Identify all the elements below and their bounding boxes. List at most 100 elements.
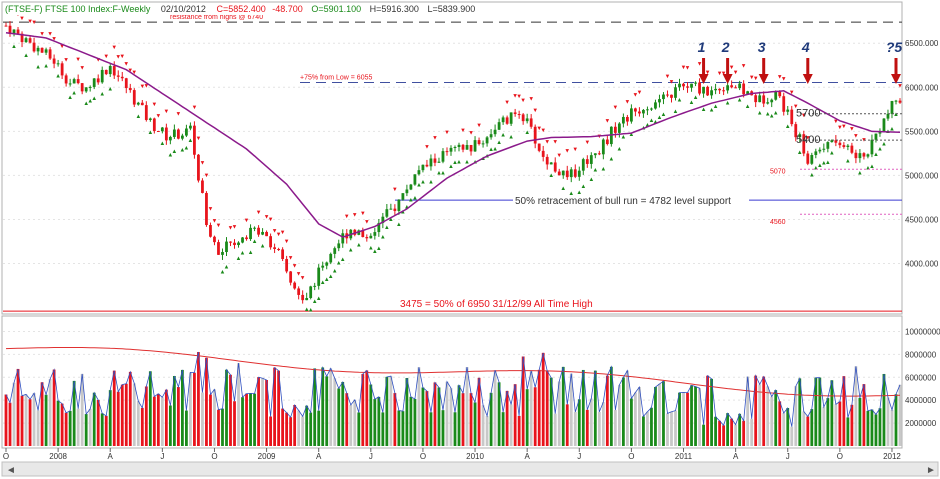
candle-body	[100, 69, 104, 83]
volume-bar	[229, 374, 232, 446]
sar-dots: ▼▼▲▼▼▲▼▼▲▼▲▼▼▲▼▼▲▲▼▼▲▲▲▼▲▼▲▼▼▼▼▼▼▲▼▼▲▼▼▲…	[3, 5, 903, 314]
scroll-left-icon[interactable]: ◄	[6, 465, 16, 476]
x-tick-label: O	[420, 452, 426, 461]
sar-dot: ▲	[416, 183, 422, 189]
sar-dot: ▲	[817, 163, 823, 169]
candle-body	[890, 101, 894, 114]
volume-bar	[674, 410, 677, 446]
sar-dot: ▼	[741, 63, 747, 69]
candle-body	[473, 140, 477, 152]
candle-body	[104, 69, 108, 75]
candle-body	[341, 233, 345, 244]
sar-dot: ▲	[336, 261, 342, 267]
x-tick-label: O	[211, 452, 217, 461]
volume-bar	[44, 394, 48, 446]
side-levels: 5700 5400 5070 4560	[770, 108, 902, 226]
candle-body	[36, 47, 40, 52]
candle-body	[630, 108, 633, 122]
volume-bar	[160, 397, 164, 446]
candle-body	[738, 83, 742, 89]
candle-body	[393, 208, 397, 211]
volume-bar	[132, 383, 136, 446]
sar-dot: ▼	[119, 54, 125, 60]
sar-dot: ▼	[264, 214, 270, 220]
volume-bar	[213, 389, 216, 446]
sar-dot: ▲	[260, 243, 266, 249]
volume-bar	[249, 393, 252, 446]
sar-dot: ▼	[665, 74, 671, 80]
candle-body	[593, 153, 597, 156]
volume-bar	[217, 409, 220, 446]
candle-body	[674, 87, 677, 98]
candle-body	[485, 137, 489, 144]
sar-dot: ▲	[765, 112, 771, 118]
volume-bar	[505, 390, 509, 446]
sar-dot: ▼	[27, 19, 33, 25]
candle-body	[802, 134, 806, 154]
sar-dot: ▲	[135, 114, 141, 120]
candle-body	[878, 131, 882, 134]
sar-dot: ▲	[869, 164, 875, 170]
candle-body	[666, 94, 669, 96]
sar-dot: ▼	[199, 160, 205, 166]
sar-dot: ▼	[849, 127, 855, 133]
sar-dot: ▲	[388, 217, 394, 223]
volume-bar	[457, 385, 461, 446]
x-tick-label: 2009	[258, 452, 276, 461]
sar-dot: ▲	[660, 112, 666, 118]
volume-bar	[722, 425, 726, 446]
x-tick-label: A	[733, 452, 739, 461]
volume-bar	[405, 378, 409, 446]
volume-bar	[762, 376, 766, 446]
sar-dot: ▼	[296, 271, 302, 277]
sar-dot: ▲	[745, 104, 751, 110]
candle-body	[144, 105, 148, 120]
sar-dot: ▼	[272, 229, 278, 235]
volume-bar	[617, 384, 621, 446]
volume-bar	[197, 352, 200, 446]
candle-body	[537, 143, 541, 151]
x-tick-label: J	[577, 452, 581, 461]
volume-bar	[890, 409, 894, 446]
sar-dot: ▲	[592, 168, 598, 174]
sar-dot: ▼	[793, 104, 799, 110]
candle-body	[333, 248, 337, 254]
sar-dot: ▼	[151, 102, 157, 108]
volume-bar	[309, 412, 313, 446]
volume-bar	[52, 369, 56, 446]
sar-dot: ▲	[159, 141, 165, 147]
volume-bar	[485, 416, 489, 446]
sar-dot: ▲	[568, 191, 574, 197]
x-tick-label: 2012	[883, 452, 901, 461]
sar-dot: ▼	[504, 100, 510, 106]
volume-bar	[4, 394, 8, 446]
candle-body	[814, 151, 818, 155]
candle-body	[369, 235, 373, 239]
sar-dot: ▼	[191, 105, 197, 111]
scrollbar[interactable]	[1, 461, 939, 477]
volume-bar	[32, 393, 36, 446]
sar-dot: ▼	[131, 70, 137, 76]
candle-body	[76, 79, 80, 84]
candle-body	[457, 144, 461, 147]
volume-bar	[858, 397, 862, 446]
sar-dot: ▲	[83, 101, 89, 107]
moving-average-line	[5, 31, 901, 238]
candle-body	[160, 127, 164, 132]
candle-body	[605, 139, 609, 145]
candle-body	[762, 95, 766, 104]
scroll-right-icon[interactable]: ►	[926, 465, 936, 476]
candle-body	[156, 130, 160, 132]
volume-bar	[577, 399, 581, 446]
volume-bar	[898, 384, 902, 446]
x-tick-label: J	[369, 452, 373, 461]
volume-bar	[164, 389, 168, 446]
sar-dot: ▲	[877, 147, 883, 153]
candle-body	[838, 142, 842, 146]
sar-dot: ▼	[572, 147, 578, 153]
sar-dot: ▲	[673, 109, 679, 115]
candle-body	[850, 145, 854, 153]
sar-dot: ▼	[636, 90, 642, 96]
sar-dot: ▲	[384, 225, 390, 231]
volume-bar	[561, 366, 565, 446]
